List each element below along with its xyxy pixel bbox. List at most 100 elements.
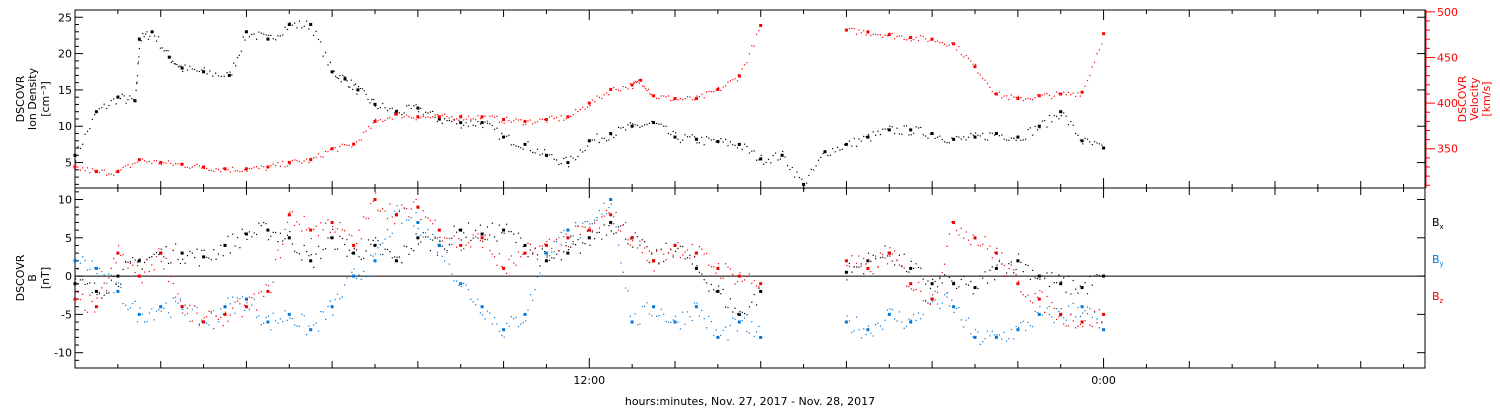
by-dot bbox=[975, 329, 977, 331]
density-dot bbox=[149, 35, 151, 37]
by-dot bbox=[889, 308, 891, 310]
density-dot bbox=[644, 124, 646, 126]
bx-dot bbox=[758, 287, 760, 289]
bx-point bbox=[609, 221, 613, 224]
density-dot bbox=[154, 35, 156, 37]
bz-dot bbox=[1082, 326, 1084, 328]
velocity-dot bbox=[658, 98, 660, 100]
density-point bbox=[343, 77, 347, 81]
bx-dot bbox=[579, 252, 581, 254]
by-dot bbox=[472, 301, 474, 303]
density-dot bbox=[115, 103, 117, 105]
by-dot bbox=[222, 313, 224, 315]
density-dot bbox=[256, 38, 258, 40]
bx-point bbox=[202, 255, 206, 259]
density-dot bbox=[596, 133, 598, 135]
velocity-dot bbox=[236, 170, 239, 172]
bz-dot bbox=[551, 247, 553, 250]
density-dot bbox=[127, 99, 129, 101]
density-dot bbox=[510, 144, 512, 146]
velocity-dot bbox=[617, 89, 620, 91]
velocity-dot bbox=[501, 121, 503, 123]
by-point bbox=[287, 312, 291, 316]
density-dot bbox=[177, 66, 180, 68]
density-dot bbox=[320, 41, 322, 43]
velocity-dot bbox=[451, 116, 453, 118]
density-dot bbox=[229, 71, 231, 73]
bx-dot bbox=[101, 297, 103, 299]
bx-dot bbox=[720, 293, 722, 295]
by-dot bbox=[710, 320, 712, 323]
bz-dot bbox=[1075, 327, 1077, 329]
velocity-dot bbox=[953, 42, 955, 44]
by-dot bbox=[1051, 316, 1053, 318]
density-dot bbox=[701, 136, 703, 138]
velocity-dot bbox=[629, 83, 631, 85]
bz-dot bbox=[634, 232, 636, 234]
by-dot bbox=[1060, 315, 1062, 317]
bz-dot bbox=[1089, 324, 1091, 326]
bx-dot bbox=[244, 232, 246, 234]
velocity-dot bbox=[846, 29, 848, 31]
by-dot bbox=[434, 236, 436, 238]
bx-dot bbox=[863, 273, 865, 275]
bx-dot bbox=[613, 233, 615, 235]
velocity-dot bbox=[194, 164, 196, 167]
bz-point bbox=[544, 243, 548, 247]
density-dot bbox=[1089, 141, 1091, 143]
density-dot bbox=[342, 74, 344, 76]
by-dot bbox=[341, 296, 343, 298]
bx-dot bbox=[139, 258, 141, 260]
by-dot bbox=[384, 238, 386, 240]
bx-dot bbox=[1056, 282, 1058, 284]
by-dot bbox=[901, 321, 903, 323]
density-dot bbox=[145, 33, 147, 35]
velocity-dot bbox=[1060, 92, 1062, 94]
by-dot bbox=[877, 322, 879, 324]
bz-dot bbox=[184, 304, 186, 306]
bx-dot bbox=[753, 294, 755, 296]
velocity-dot bbox=[635, 80, 637, 82]
density-dot bbox=[677, 138, 679, 140]
velocity-point bbox=[394, 112, 398, 116]
density-dot bbox=[103, 103, 105, 105]
bx-point bbox=[1102, 274, 1106, 278]
by-dot bbox=[601, 213, 603, 215]
density-dot bbox=[456, 123, 458, 125]
density-tick-label: 20 bbox=[58, 48, 72, 61]
by-dot bbox=[965, 319, 967, 321]
bx-dot bbox=[451, 237, 453, 239]
density-dot bbox=[925, 135, 927, 137]
bx-dot bbox=[1065, 291, 1067, 293]
bx-dot bbox=[701, 273, 703, 275]
bz-dot bbox=[903, 267, 905, 269]
bz-dot bbox=[79, 299, 81, 301]
by-dot bbox=[941, 302, 943, 304]
velocity-dot bbox=[406, 114, 408, 116]
velocity-dot bbox=[175, 163, 177, 165]
by-dot bbox=[177, 302, 179, 304]
density-dot bbox=[634, 124, 636, 126]
velocity-dot bbox=[729, 80, 731, 82]
bx-dot bbox=[215, 258, 217, 260]
density-dot bbox=[136, 82, 138, 85]
by-dot bbox=[96, 273, 98, 275]
velocity-dot bbox=[639, 79, 641, 81]
density-dot bbox=[722, 141, 724, 143]
bx-dot bbox=[560, 259, 562, 261]
density-dot bbox=[565, 156, 567, 159]
velocity-dot bbox=[344, 144, 346, 146]
density-dot bbox=[615, 134, 617, 136]
bx-dot bbox=[94, 282, 96, 284]
bz-dot bbox=[570, 235, 572, 237]
bx-dot bbox=[727, 306, 729, 309]
velocity-dot bbox=[208, 169, 210, 171]
bz-dot bbox=[703, 253, 705, 255]
by-dot bbox=[408, 219, 410, 221]
density-dot bbox=[1060, 115, 1062, 117]
density-dot bbox=[877, 130, 879, 132]
bx-dot bbox=[703, 279, 705, 281]
bx-dot bbox=[589, 244, 591, 246]
bx-dot bbox=[529, 249, 531, 251]
